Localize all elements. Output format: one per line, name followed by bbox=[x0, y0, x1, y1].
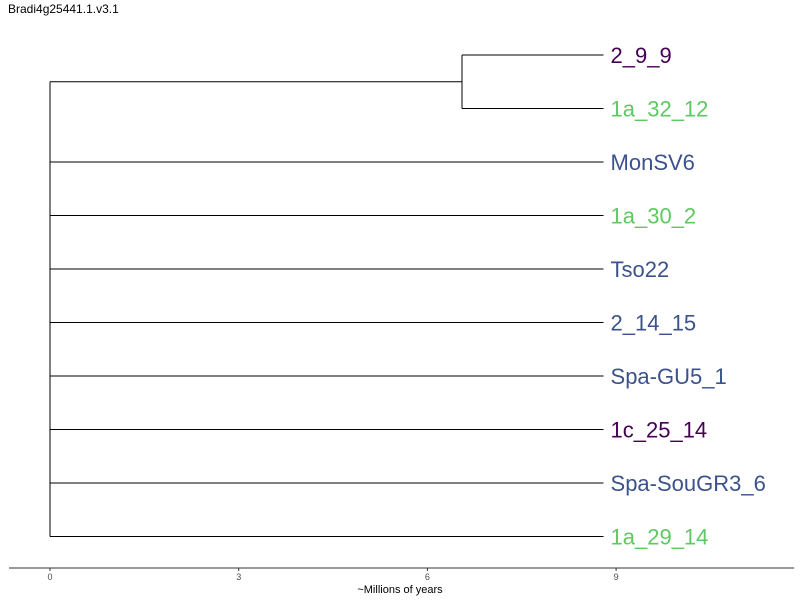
tip-label: 2_14_15 bbox=[611, 311, 697, 336]
tip-label: Spa-GU5_1 bbox=[611, 364, 727, 389]
tip-label: MonSV6 bbox=[611, 150, 695, 175]
tip-label: 1a_29_14 bbox=[611, 525, 709, 550]
tip-labels: 2_9_9 1a_32_12 MonSV6 1a_30_2 Tso22 2_14_15 Sp… bbox=[611, 43, 766, 550]
axis-title: ~Millions of years bbox=[357, 584, 443, 596]
tip-label: 2_9_9 bbox=[611, 43, 672, 68]
time-axis: 0 3 6 9 ~Millions of years bbox=[9, 567, 794, 596]
tip-label: 1a_32_12 bbox=[611, 97, 709, 122]
figure-title: Bradi4g25441.1.v3.1 bbox=[8, 2, 119, 16]
tip-label: 1a_30_2 bbox=[611, 204, 697, 229]
tree-branches bbox=[49, 54, 604, 537]
tick-label: 9 bbox=[614, 572, 619, 582]
tip-label: Spa-SouGR3_6 bbox=[611, 471, 766, 496]
tick-label: 3 bbox=[236, 572, 241, 582]
tip-label: 1c_25_14 bbox=[611, 418, 708, 443]
tick-label: 0 bbox=[47, 572, 52, 582]
tick-label: 6 bbox=[425, 572, 430, 582]
tip-label: Tso22 bbox=[611, 257, 670, 282]
axis-ticks: 0 3 6 9 bbox=[47, 568, 619, 582]
